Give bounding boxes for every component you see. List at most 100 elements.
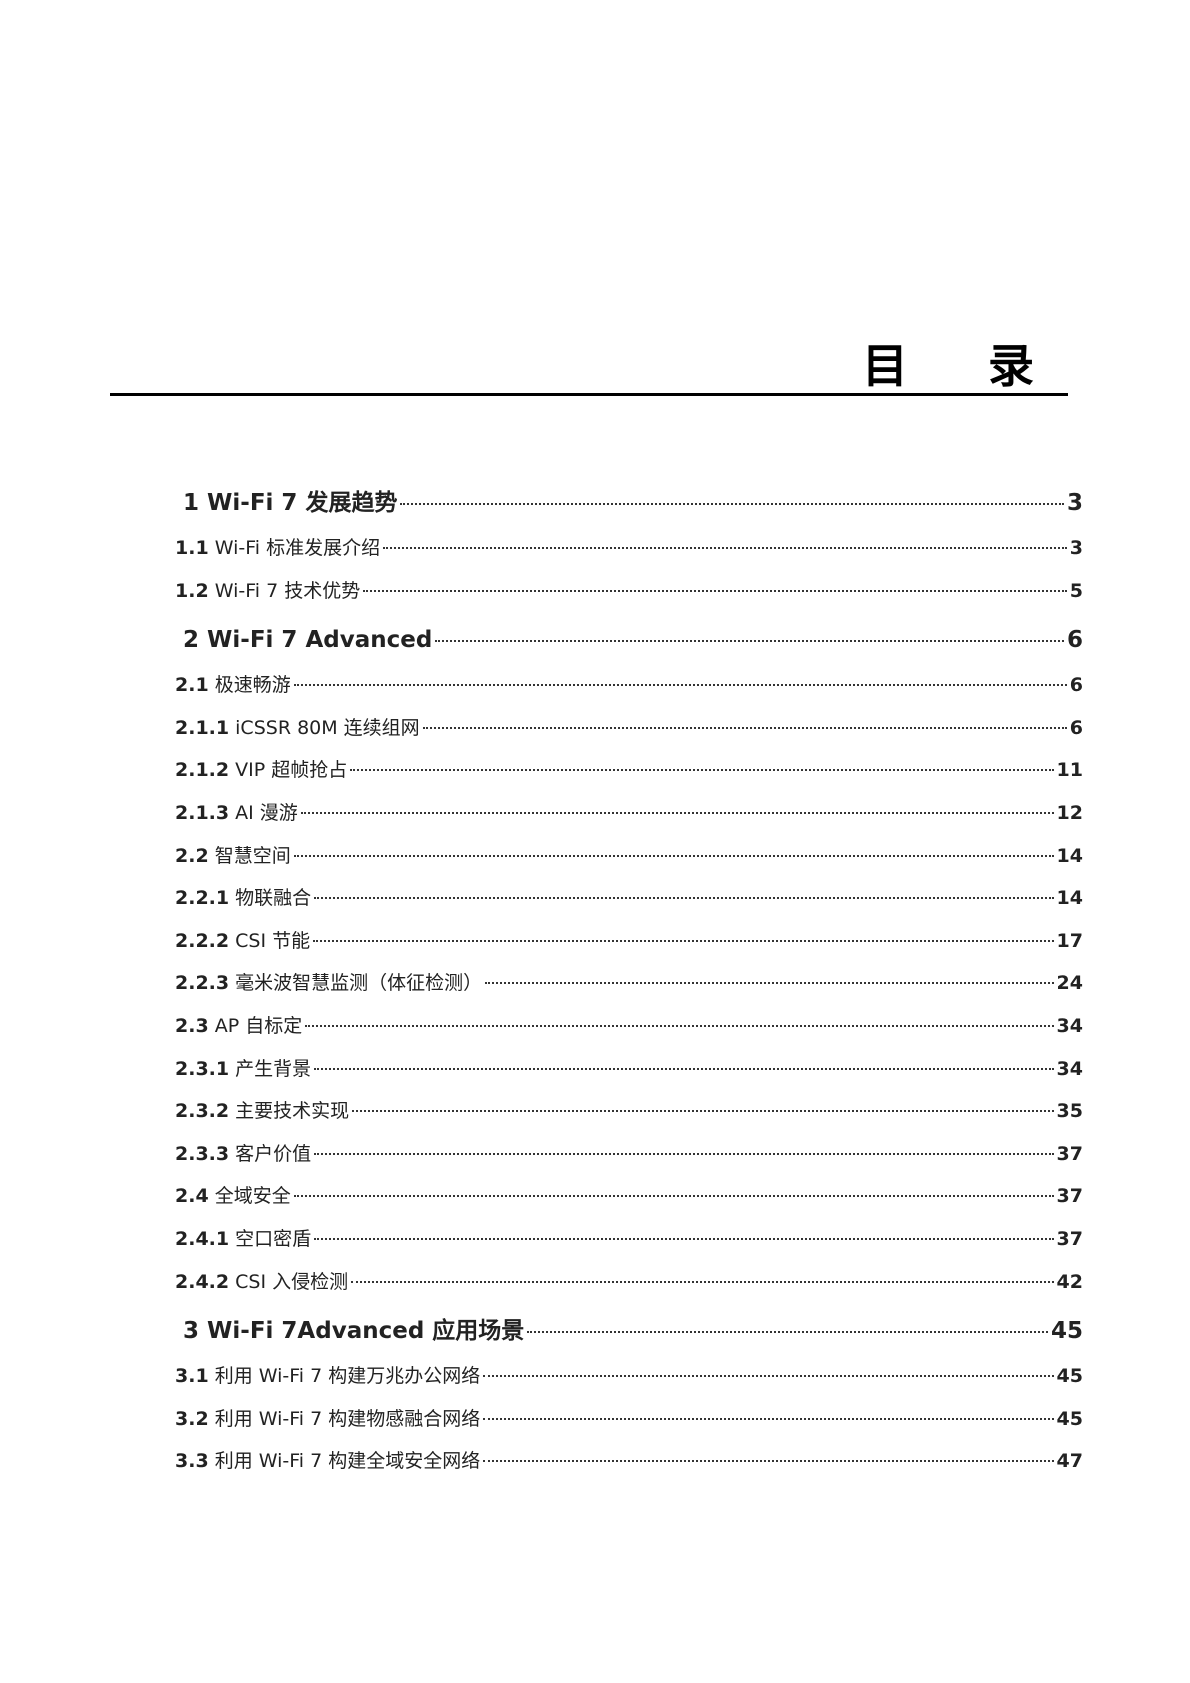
toc-entry-label: 3.2 利用 Wi-Fi 7 构建物感融合网络 xyxy=(175,1398,480,1441)
toc-entry-page: 6 xyxy=(1069,716,1083,739)
toc-entry-number: 1 xyxy=(183,490,200,516)
toc-entry-number: 2.2.1 xyxy=(175,887,230,910)
toc-entry-text: Wi-Fi 7 技术优势 xyxy=(214,579,361,602)
toc-entry-page: 45 xyxy=(1056,1407,1083,1430)
toc-entry[interactable]: 2.4.1 空口密盾 37 xyxy=(175,1218,1083,1261)
toc-entry-page: 42 xyxy=(1056,1270,1083,1293)
toc-entry[interactable]: 2.2.2 CSI 节能 17 xyxy=(175,920,1083,963)
toc-entry-number: 3 xyxy=(183,1318,200,1345)
toc-entry-page: 34 xyxy=(1056,1057,1083,1080)
dot-leader xyxy=(293,684,1067,687)
toc-entry-page: 6 xyxy=(1069,674,1083,697)
toc-entry-page: 45 xyxy=(1056,1365,1083,1388)
toc-entry[interactable]: 2.4 全域安全 37 xyxy=(175,1175,1083,1218)
toc-entry-number: 3.1 xyxy=(175,1365,209,1388)
toc-entry-page: 24 xyxy=(1056,972,1083,995)
toc-entry-page: 6 xyxy=(1066,627,1083,654)
toc-entry-label: 2 Wi-Fi 7 Advanced xyxy=(183,617,432,664)
dot-leader xyxy=(351,1280,1054,1283)
dot-leader xyxy=(293,1195,1054,1198)
toc-entry[interactable]: 2.3.2 主要技术实现 35 xyxy=(175,1090,1083,1133)
toc-entry[interactable]: 1.1 Wi-Fi 标准发展介绍 3 xyxy=(175,527,1083,570)
toc-entry-text: 智慧空间 xyxy=(214,844,291,867)
toc-entry-number: 3.3 xyxy=(175,1450,209,1473)
toc-entry[interactable]: 2.2 智慧空间 14 xyxy=(175,835,1083,878)
toc-entry-number: 2.4 xyxy=(175,1185,209,1208)
toc-entry-label: 2.4.1 空口密盾 xyxy=(175,1218,311,1261)
toc-entry-label: 2.2.2 CSI 节能 xyxy=(175,920,310,963)
dot-leader xyxy=(485,982,1054,985)
toc-entry-label: 1 Wi-Fi 7 发展趋势 xyxy=(183,480,397,527)
dot-leader xyxy=(352,1110,1054,1113)
toc-entry-page: 37 xyxy=(1056,1185,1083,1208)
toc-entry-page: 11 xyxy=(1056,759,1083,782)
toc-entry-label: 2.1.3 AI 漫游 xyxy=(175,792,298,835)
toc-entry[interactable]: 3.3 利用 Wi-Fi 7 构建全域安全网络 47 xyxy=(175,1440,1083,1483)
toc-entry-page: 47 xyxy=(1056,1450,1083,1473)
toc-entry-page: 5 xyxy=(1069,579,1083,602)
dot-leader xyxy=(483,1375,1054,1378)
toc-entry[interactable]: 2.3 AP 自标定 34 xyxy=(175,1005,1083,1048)
dot-leader xyxy=(314,1067,1054,1070)
toc-entry[interactable]: 2.1.3 AI 漫游 12 xyxy=(175,792,1083,835)
toc-entry-label: 3.1 利用 Wi-Fi 7 构建万兆办公网络 xyxy=(175,1355,480,1398)
toc-entry-text: 产生背景 xyxy=(235,1057,312,1080)
toc-entry[interactable]: 2.3.3 客户价值 37 xyxy=(175,1133,1083,1176)
toc-entry[interactable]: 2.1.2 VIP 超帧抢占 11 xyxy=(175,749,1083,792)
toc-entry-label: 2.1.1 iCSSR 80M 连续组网 xyxy=(175,707,420,750)
dot-leader xyxy=(400,503,1064,505)
toc-entry-label: 2.3.2 主要技术实现 xyxy=(175,1090,349,1133)
dot-leader xyxy=(383,547,1067,549)
toc-entry-label: 2.2 智慧空间 xyxy=(175,835,291,878)
toc-entry-number: 2.4.1 xyxy=(175,1227,230,1250)
toc-entry-text: VIP 超帧抢占 xyxy=(235,759,348,782)
toc-entry-label: 2.2.3 毫米波智慧监测（体征检测） xyxy=(175,962,482,1005)
toc-entry-text: AI 漫游 xyxy=(235,801,298,824)
toc-entry-text: 利用 Wi-Fi 7 构建物感融合网络 xyxy=(214,1407,481,1430)
toc-entry-label: 1.1 Wi-Fi 标准发展介绍 xyxy=(175,527,380,570)
toc-entry-text: CSI 节能 xyxy=(235,929,311,952)
toc-entry-text: iCSSR 80M 连续组网 xyxy=(235,716,420,739)
toc-entry-label: 2.1.2 VIP 超帧抢占 xyxy=(175,749,347,792)
dot-leader xyxy=(483,1460,1054,1463)
toc-entry-number: 3.2 xyxy=(175,1407,209,1430)
toc-entry-page: 17 xyxy=(1056,929,1083,952)
toc-entry[interactable]: 2.3.1 产生背景 34 xyxy=(175,1048,1083,1091)
toc-entry[interactable]: 3.1 利用 Wi-Fi 7 构建万兆办公网络 45 xyxy=(175,1355,1083,1398)
toc-entry[interactable]: 2 Wi-Fi 7 Advanced 6 xyxy=(175,617,1083,664)
dot-leader xyxy=(483,1417,1054,1420)
toc-entry-label: 2.4 全域安全 xyxy=(175,1175,291,1218)
toc-entry-number: 2.1.1 xyxy=(175,716,230,739)
toc-entry-number: 2.4.2 xyxy=(175,1270,230,1293)
toc-entry-page: 37 xyxy=(1056,1142,1083,1165)
toc-entry-label: 2.4.2 CSI 入侵检测 xyxy=(175,1261,348,1304)
toc-entry[interactable]: 1 Wi-Fi 7 发展趋势 3 xyxy=(175,480,1083,527)
toc-entry-label: 2.2.1 物联融合 xyxy=(175,877,311,920)
toc-entry[interactable]: 3 Wi-Fi 7Advanced 应用场景 45 xyxy=(175,1308,1083,1355)
toc-entry-label: 2.3.1 产生背景 xyxy=(175,1048,311,1091)
toc-entry-number: 1.1 xyxy=(175,537,209,559)
toc-entry-number: 2.2.3 xyxy=(175,972,230,995)
toc-entry-page: 45 xyxy=(1050,1318,1083,1345)
dot-leader xyxy=(527,1331,1048,1334)
toc-entry[interactable]: 3.2 利用 Wi-Fi 7 构建物感融合网络 45 xyxy=(175,1398,1083,1441)
page-title: 目 录 xyxy=(861,339,1066,393)
toc-entry-page: 14 xyxy=(1056,844,1083,867)
toc-entry-page: 14 xyxy=(1056,887,1083,910)
toc-entry[interactable]: 2.2.1 物联融合 14 xyxy=(175,877,1083,920)
toc-entry-number: 2.1 xyxy=(175,674,209,697)
dot-leader xyxy=(363,589,1067,592)
toc-entry-number: 2.1.2 xyxy=(175,759,230,782)
toc-entry-text: 主要技术实现 xyxy=(235,1100,350,1123)
toc-entry-number: 2.1.3 xyxy=(175,801,230,824)
toc-entry-text: 利用 Wi-Fi 7 构建全域安全网络 xyxy=(214,1450,481,1473)
toc-entry[interactable]: 1.2 Wi-Fi 7 技术优势 5 xyxy=(175,570,1083,613)
dot-leader xyxy=(422,726,1067,729)
toc-entry-text: 空口密盾 xyxy=(235,1227,312,1250)
toc-entry[interactable]: 2.2.3 毫米波智慧监测（体征检测） 24 xyxy=(175,962,1083,1005)
toc-entry-page: 3 xyxy=(1069,537,1083,559)
toc-entry[interactable]: 2.4.2 CSI 入侵检测 42 xyxy=(175,1261,1083,1304)
toc-entry-page: 34 xyxy=(1056,1014,1083,1037)
toc-entry[interactable]: 2.1 极速畅游 6 xyxy=(175,664,1083,707)
toc-entry[interactable]: 2.1.1 iCSSR 80M 连续组网 6 xyxy=(175,707,1083,750)
